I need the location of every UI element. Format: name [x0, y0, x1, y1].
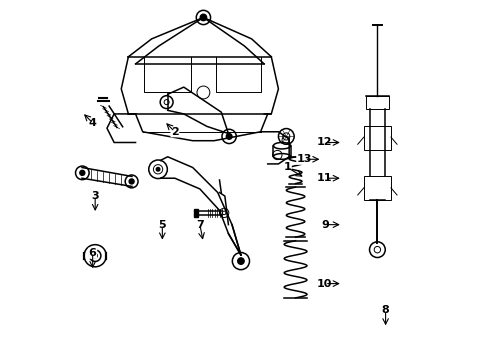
Text: 5: 5 — [158, 220, 166, 230]
Text: 7: 7 — [196, 220, 203, 230]
Text: 8: 8 — [381, 305, 388, 315]
Text: 10: 10 — [317, 279, 332, 289]
Text: 3: 3 — [91, 191, 99, 201]
Circle shape — [156, 167, 160, 171]
Text: 11: 11 — [317, 173, 332, 183]
Circle shape — [129, 179, 134, 184]
Text: 2: 2 — [171, 127, 178, 137]
Text: 1: 1 — [283, 162, 291, 172]
Text: 4: 4 — [88, 118, 97, 128]
Text: 9: 9 — [320, 220, 328, 230]
Bar — [365, 96, 388, 109]
Bar — [194, 209, 198, 217]
Text: 13: 13 — [296, 154, 311, 164]
Text: 12: 12 — [317, 138, 332, 148]
Circle shape — [200, 14, 206, 21]
Ellipse shape — [273, 143, 290, 149]
Text: 6: 6 — [88, 248, 97, 258]
Bar — [363, 176, 390, 200]
Circle shape — [237, 258, 244, 264]
Circle shape — [226, 134, 231, 139]
Bar — [363, 126, 390, 150]
Circle shape — [80, 170, 84, 175]
Circle shape — [93, 253, 97, 258]
